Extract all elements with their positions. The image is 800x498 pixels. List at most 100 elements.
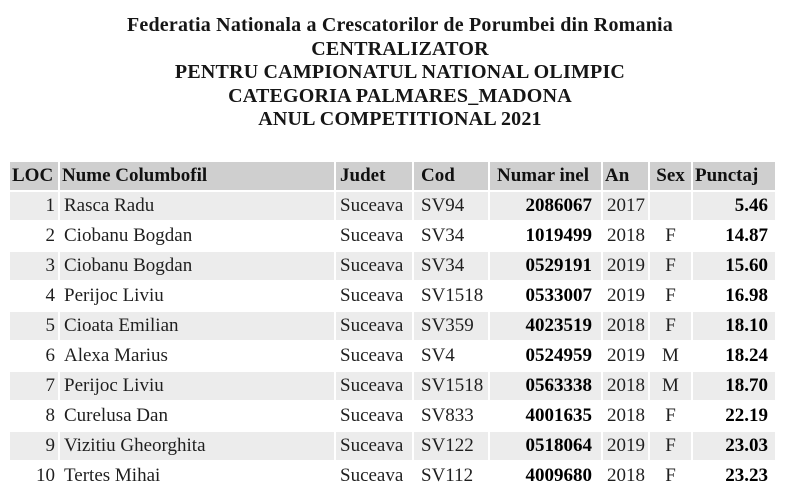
cell-loc: 7 <box>10 371 58 400</box>
cell-cod: SV34 <box>414 221 488 250</box>
table-row: 7 Perijoc Liviu Suceava SV1518 0563338 2018 M 1… <box>10 371 775 400</box>
col-header-loc: LOC <box>10 161 58 190</box>
cell-sex: F <box>650 431 691 460</box>
table-row: 10 Tertes Mihai Suceava SV112 4009680 2018 F 23… <box>10 461 775 490</box>
col-header-punctaj: Punctaj <box>693 161 775 190</box>
cell-sex: F <box>650 221 691 250</box>
category-line: CATEGORIA PALMARES_MADONA <box>228 84 572 107</box>
cell-punctaj: 15.60 <box>693 251 775 280</box>
cell-sex: M <box>650 371 691 400</box>
cell-sex: F <box>650 401 691 430</box>
cell-sex <box>650 191 691 220</box>
table-row: 9 Vizitiu Gheorghita Suceava SV122 0518064 20… <box>10 431 775 460</box>
cell-loc: 10 <box>10 461 58 490</box>
table-header-row: LOC Nume Columbofil Judet Cod Numar inel… <box>10 161 775 190</box>
cell-loc: 6 <box>10 341 58 370</box>
cell-cod: SV1518 <box>414 281 488 310</box>
cell-cod: SV34 <box>414 251 488 280</box>
cell-loc: 3 <box>10 251 58 280</box>
cell-sex: F <box>650 461 691 490</box>
report-title-block: Federatia Nationala a Crescatorilor de P… <box>0 0 800 132</box>
cell-punctaj: 14.87 <box>693 221 775 250</box>
cell-sex: M <box>650 341 691 370</box>
cell-inel: 0533007 <box>490 281 601 310</box>
cell-loc: 8 <box>10 401 58 430</box>
cell-punctaj: 18.10 <box>693 311 775 340</box>
col-header-numar-inel: Numar inel <box>490 161 601 190</box>
report-type-line: CENTRALIZATOR <box>311 37 489 60</box>
cell-nume: Rasca Radu <box>60 191 334 220</box>
col-header-sex: Sex <box>650 161 691 190</box>
cell-punctaj: 16.98 <box>693 281 775 310</box>
cell-an: 2018 <box>603 221 648 250</box>
table-row: 1 Rasca Radu Suceava SV94 2086067 2017 5.46 <box>10 191 775 220</box>
table-body: 1 Rasca Radu Suceava SV94 2086067 2017 5.46 2 Ci… <box>10 191 775 490</box>
cell-an: 2017 <box>603 191 648 220</box>
cell-nume: Alexa Marius <box>60 341 334 370</box>
cell-judet: Suceava <box>336 341 412 370</box>
championship-line: PENTRU CAMPIONATUL NATIONAL OLIMPIC <box>174 61 626 83</box>
cell-punctaj: 18.24 <box>693 341 775 370</box>
cell-punctaj: 22.19 <box>693 401 775 430</box>
cell-loc: 2 <box>10 221 58 250</box>
cell-loc: 4 <box>10 281 58 310</box>
cell-an: 2018 <box>603 461 648 490</box>
cell-nume: Vizitiu Gheorghita <box>60 431 334 460</box>
cell-cod: SV94 <box>414 191 488 220</box>
cell-cod: SV112 <box>414 461 488 490</box>
cell-inel: 4009680 <box>490 461 601 490</box>
cell-loc: 9 <box>10 431 58 460</box>
cell-punctaj: 23.23 <box>693 461 775 490</box>
cell-punctaj: 5.46 <box>693 191 775 220</box>
table-row: 4 Perijoc Liviu Suceava SV1518 0533007 2019 F 1… <box>10 281 775 310</box>
cell-nume: Ciobanu Bogdan <box>60 221 334 250</box>
table-row: 6 Alexa Marius Suceava SV4 0524959 2019 M 18.24 <box>10 341 775 370</box>
cell-an: 2019 <box>603 341 648 370</box>
cell-loc: 1 <box>10 191 58 220</box>
cell-cod: SV359 <box>414 311 488 340</box>
cell-an: 2018 <box>603 311 648 340</box>
cell-an: 2019 <box>603 431 648 460</box>
table-row: 8 Curelusa Dan Suceava SV833 4001635 2018 F 22.… <box>10 401 775 430</box>
cell-judet: Suceava <box>336 461 412 490</box>
col-header-nume: Nume Columbofil <box>60 161 334 190</box>
cell-an: 2018 <box>603 371 648 400</box>
cell-inel: 2086067 <box>490 191 601 220</box>
cell-inel: 4023519 <box>490 311 601 340</box>
cell-inel: 0524959 <box>490 341 601 370</box>
cell-nume: Cioata Emilian <box>60 311 334 340</box>
cell-judet: Suceava <box>336 191 412 220</box>
table-row: 5 Cioata Emilian Suceava SV359 4023519 2018 F 1… <box>10 311 775 340</box>
cell-an: 2019 <box>603 251 648 280</box>
cell-judet: Suceava <box>336 311 412 340</box>
cell-punctaj: 23.03 <box>693 431 775 460</box>
cell-inel: 4001635 <box>490 401 601 430</box>
cell-nume: Curelusa Dan <box>60 401 334 430</box>
cell-judet: Suceava <box>336 401 412 430</box>
cell-judet: Suceava <box>336 431 412 460</box>
cell-inel: 0563338 <box>490 371 601 400</box>
competition-year-line: ANUL COMPETITIONAL 2021 <box>258 108 542 130</box>
table-row: 2 Ciobanu Bogdan Suceava SV34 1019499 2018 F 14… <box>10 221 775 250</box>
cell-judet: Suceava <box>336 281 412 310</box>
cell-nume: Perijoc Liviu <box>60 371 334 400</box>
cell-judet: Suceava <box>336 251 412 280</box>
cell-inel: 1019499 <box>490 221 601 250</box>
cell-sex: F <box>650 281 691 310</box>
cell-nume: Ciobanu Bogdan <box>60 251 334 280</box>
cell-punctaj: 18.70 <box>693 371 775 400</box>
cell-nume: Tertes Mihai <box>60 461 334 490</box>
cell-cod: SV833 <box>414 401 488 430</box>
cell-an: 2019 <box>603 281 648 310</box>
cell-inel: 0529191 <box>490 251 601 280</box>
federation-title: Federatia Nationala a Crescatorilor de P… <box>126 14 673 36</box>
results-table: LOC Nume Columbofil Judet Cod Numar inel… <box>8 160 777 492</box>
cell-an: 2018 <box>603 401 648 430</box>
col-header-judet: Judet <box>336 161 412 190</box>
cell-cod: SV1518 <box>414 371 488 400</box>
col-header-cod: Cod <box>414 161 488 190</box>
cell-inel: 0518064 <box>490 431 601 460</box>
cell-cod: SV4 <box>414 341 488 370</box>
cell-sex: F <box>650 311 691 340</box>
cell-cod: SV122 <box>414 431 488 460</box>
